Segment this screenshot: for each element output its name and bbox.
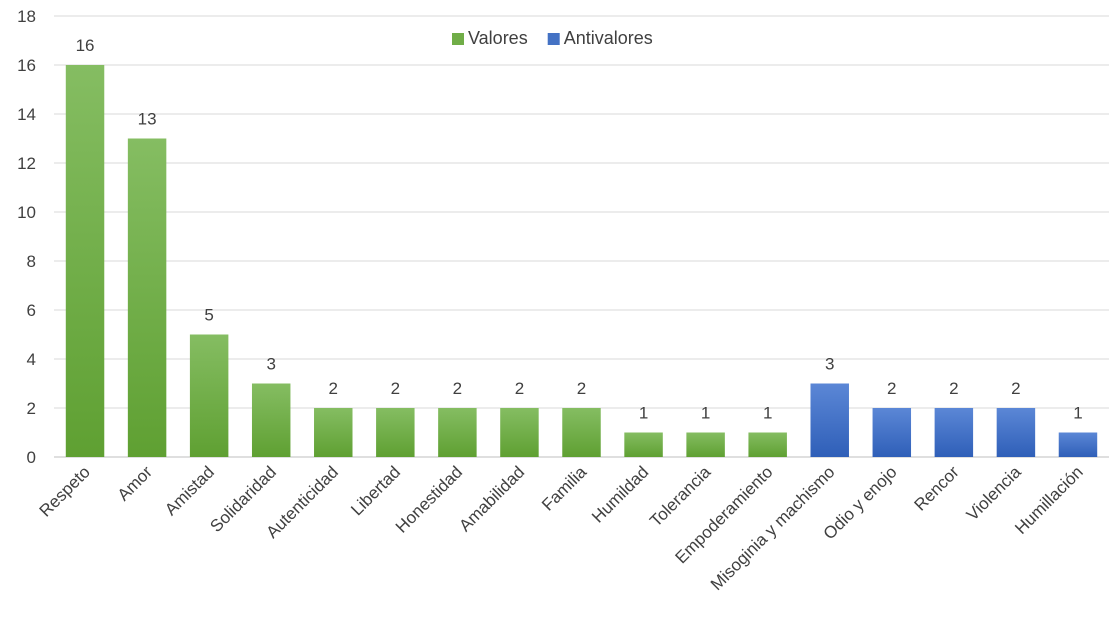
- y-tick-label: 10: [17, 203, 36, 222]
- bar-humillación: [1058, 432, 1098, 457]
- category-label: Violencia: [963, 462, 1025, 524]
- category-label: Libertad: [347, 462, 404, 519]
- bar-misoginia-y-machismo: [810, 383, 849, 457]
- data-label: 1: [639, 404, 648, 423]
- legend-entry: Antivalores: [564, 28, 653, 48]
- data-label: 2: [577, 379, 586, 398]
- category-label: Rencor: [910, 462, 962, 514]
- category-label: Amor: [114, 462, 156, 504]
- y-tick-label: 18: [17, 7, 36, 26]
- data-label: 1: [1073, 404, 1082, 423]
- y-axis-ticks: 0 2 4 6 8 10 12 14 16 18: [17, 7, 36, 467]
- bar-honestidad: [438, 408, 477, 457]
- y-tick-label: 14: [17, 105, 36, 124]
- bar-tolerancia: [686, 432, 725, 457]
- y-tick-label: 12: [17, 154, 36, 173]
- data-label: 2: [391, 379, 400, 398]
- data-label: 5: [204, 306, 213, 325]
- data-label: 1: [763, 404, 772, 423]
- y-tick-label: 0: [27, 448, 36, 467]
- y-tick-label: 4: [27, 350, 36, 369]
- gridlines: [54, 15, 1109, 458]
- data-label: 3: [266, 355, 275, 374]
- legend-swatch: [547, 33, 560, 45]
- y-tick-label: 8: [27, 252, 36, 271]
- legend-swatch: [452, 33, 464, 45]
- data-label: 2: [949, 379, 958, 398]
- data-label: 16: [76, 36, 95, 55]
- bar-odio-y-enojo: [872, 408, 912, 457]
- data-label: 2: [453, 379, 462, 398]
- legend-entry: Valores: [468, 28, 528, 48]
- data-label: 13: [138, 110, 157, 129]
- category-label: Amabilidad: [455, 462, 528, 535]
- legend: Valores Antivalores: [452, 28, 653, 48]
- data-label: 2: [1011, 379, 1020, 398]
- bar-violencia: [996, 408, 1036, 457]
- bar-rencor: [934, 408, 974, 457]
- category-label: Respeto: [36, 462, 94, 520]
- data-label: 1: [701, 404, 710, 423]
- category-label: Amistad: [161, 462, 218, 519]
- bars: [65, 65, 1098, 457]
- y-tick-label: 2: [27, 399, 36, 418]
- category-labels: Respeto Amor AmistadSolidaridadAutenticida…: [36, 462, 1087, 594]
- category-label: Humildad: [588, 462, 652, 526]
- data-label: 3: [825, 355, 834, 374]
- bar-humildad: [624, 432, 663, 457]
- bar-autenticidad: [314, 408, 353, 457]
- data-label: 2: [887, 379, 896, 398]
- bar-amistad: [189, 334, 229, 457]
- y-tick-label: 16: [17, 56, 36, 75]
- bar-amabilidad: [500, 408, 539, 457]
- data-label: 2: [329, 379, 338, 398]
- bar-amor: [127, 138, 167, 457]
- bar-empoderamiento: [748, 432, 787, 457]
- bar-libertad: [376, 408, 415, 457]
- y-tick-label: 6: [27, 301, 36, 320]
- category-label: Misoginia y machismo: [707, 462, 839, 594]
- data-label: 2: [515, 379, 524, 398]
- bar-familia: [562, 408, 601, 457]
- category-label: Honestidad: [392, 462, 466, 536]
- bar-respeto: [65, 65, 105, 457]
- bar-solidaridad: [251, 383, 291, 457]
- category-label: Familia: [538, 462, 591, 515]
